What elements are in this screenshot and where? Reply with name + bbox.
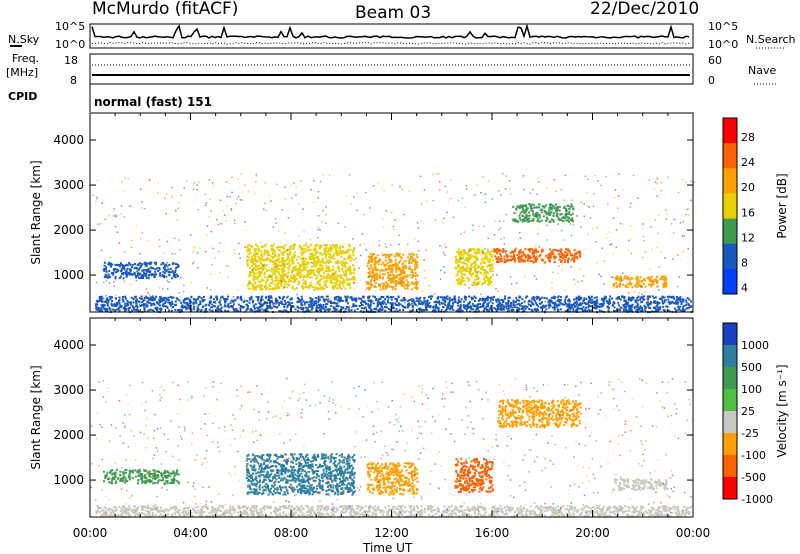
nsearch-trace [91,41,690,45]
colorbar-swatch [723,455,737,478]
y-tick-label: 4000 [53,338,84,352]
y-tick-label: 1000 [53,268,84,282]
nsky-tick-top: 10^5 [55,20,85,33]
colorbar-tick-label: 4 [741,282,748,295]
nsearch-label: N.Search [746,33,796,46]
colorbar-tick-label: 100 [741,383,762,396]
date-title: 22/Dec/2010 [590,0,699,19]
colorbar-swatch [723,143,737,169]
colorbar: 1000 500 100 25 -25 -100 -500 -1000 Velocity [m … [722,322,789,506]
colorbar-label: Velocity [m s⁻¹] [775,364,789,457]
x-tick-label: 12:00 [374,526,409,540]
colorbar-tick-label: 16 [741,206,755,219]
cpid-label: CPID [8,90,37,103]
y-tick-label: 3000 [53,383,84,397]
colorbar-tick-label: -1000 [741,493,773,506]
colorbar-swatch [723,367,737,390]
echo-region [102,468,180,485]
colorbar-tick-label: -25 [741,427,759,440]
echo-region [366,252,419,291]
freq-label: Freq. [12,52,39,65]
nave-tick-bottom: 0 [708,74,715,87]
x-tick-label: 00:00 [676,526,711,540]
colorbar-tick-label: -100 [741,449,766,462]
nsearch-tick-bottom: 10^0 [708,38,738,51]
y-tick-label: 1000 [53,473,84,487]
colorbar-tick-label: 28 [741,131,755,144]
freq-tick-bottom: 8 [70,74,77,87]
colorbar-swatch [723,118,737,144]
echo-region [95,504,693,519]
colorbar-swatch [723,345,737,368]
colorbar-tick-label: 24 [741,156,755,169]
x-tick-label: 00:00 [73,526,108,540]
x-tick-label: 08:00 [274,526,309,540]
colorbar-swatch [723,433,737,456]
colorbar-tick-label: -500 [741,471,766,484]
colorbar-tick-label: 12 [741,231,755,244]
x-tick-label: 16:00 [475,526,510,540]
colorbar-tick-label: 1000 [741,339,769,352]
echo-region [95,295,693,314]
colorbar-swatch [723,323,737,346]
colorbar-tick-label: 25 [741,405,755,418]
echo-region [102,261,180,280]
nave-label: Nave [748,64,776,77]
power-panel: 1000 2000 3000 4000 Slant Range [km] 28 24 20 16… [29,112,789,314]
nsky-strip-frame [89,23,694,49]
y-tick-label: 3000 [53,178,84,192]
echo-region [493,248,582,264]
nsky-tick-bottom: 10^0 [55,38,85,51]
echo-region [612,478,669,492]
nsky-label: N.Sky [8,33,40,46]
colorbar: 28 24 20 16 12 8 4 Power [dB] [722,117,789,295]
colorbar-swatch [723,243,737,270]
y-tick-label: 2000 [53,428,84,442]
colorbar-label: Power [dB] [775,173,789,238]
colorbar-tick-label: 500 [741,361,762,374]
cpid-mode: normal (fast) 151 [94,95,212,109]
freq-strip-frame [89,53,694,85]
scatter-noise [90,377,695,515]
time-axis: 00:00 04:00 08:00 12:00 16:00 20:00 00:00 [73,526,711,540]
colorbar-swatch [723,193,737,219]
freq-tick-top: 18 [64,54,78,67]
y-tick-label: 2000 [53,223,84,237]
station-title: McMurdo (fitACF) [92,0,238,19]
colorbar-swatch [723,268,737,295]
x-tick-label: 04:00 [173,526,208,540]
colorbar-swatch [723,168,737,194]
echo-region [245,453,356,496]
colorbar-swatch [723,411,737,434]
x-axis-label: Time UT [362,541,413,554]
beam-title: Beam 03 [355,3,431,23]
echo-region [497,399,582,428]
y-axis-label: Slant Range [km] [29,365,43,469]
echo-region [366,462,419,496]
echo-region [612,275,668,289]
nave-tick-top: 60 [708,54,722,67]
y-axis-label: Slant Range [km] [29,160,43,264]
echo-region [454,248,494,286]
x-tick-label: 20:00 [575,526,610,540]
colorbar-swatch [723,389,737,412]
colorbar-tick-label: 8 [741,257,748,270]
nsky-trace [91,23,690,39]
colorbar-swatch [723,477,737,500]
scatter-noise [92,172,695,310]
colorbar-swatch [723,218,737,245]
echo-region [454,457,494,494]
colorbar-tick-label: 20 [741,181,755,194]
freq-unit-label: [MHz] [6,66,38,79]
nsearch-tick-top: 10^5 [708,20,738,33]
y-tick-label: 4000 [53,133,84,147]
echo-region [246,243,356,291]
echo-region [512,203,575,223]
